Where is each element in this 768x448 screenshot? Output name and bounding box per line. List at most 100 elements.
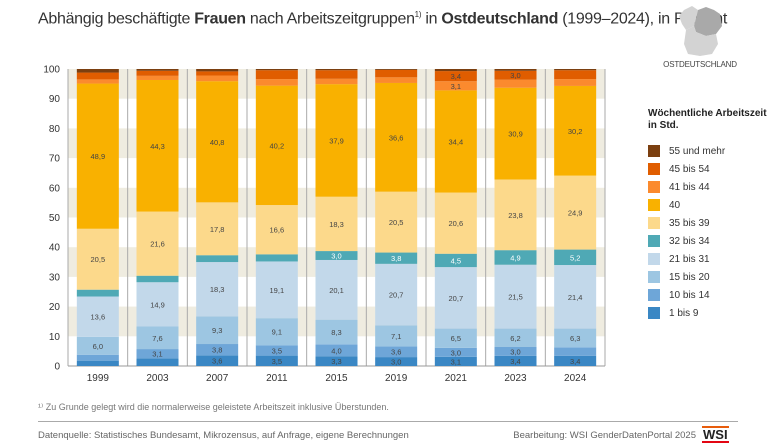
data-label: 3,0	[331, 252, 341, 261]
data-label: 14,9	[150, 300, 165, 309]
bar-segment	[554, 70, 597, 80]
bar-segment	[315, 259, 358, 320]
legend-swatch	[648, 199, 660, 211]
data-label: 3,5	[272, 346, 282, 355]
bar-segment	[434, 328, 477, 348]
data-label: 3,8	[391, 254, 401, 263]
bar-segment	[196, 69, 239, 72]
bar-segment	[554, 79, 597, 86]
data-label: 9,1	[272, 328, 282, 337]
data-label: 20,6	[449, 219, 464, 228]
y-tick-label: 30	[49, 272, 61, 283]
data-label: 3,0	[451, 348, 461, 357]
x-tick-label: 2021	[445, 373, 468, 384]
legend-item: 32 bis 34	[648, 232, 768, 250]
data-label: 18,3	[210, 285, 225, 294]
bar-segment	[196, 255, 239, 263]
x-tick-label: 2011	[266, 373, 288, 384]
y-tick-label: 90	[49, 94, 61, 105]
bar-segment	[315, 70, 358, 79]
bar-segment	[76, 360, 119, 366]
bar-segment	[554, 328, 597, 348]
bar-segment	[196, 81, 239, 203]
legend-swatch	[648, 289, 660, 301]
bar-segment	[554, 347, 597, 356]
x-tick-label: 2007	[206, 373, 229, 384]
data-label: 48,9	[91, 152, 106, 161]
data-label: 3,0	[510, 347, 520, 356]
data-label: 3,1	[451, 357, 461, 366]
y-tick-label: 40	[49, 243, 61, 254]
bar-segment	[375, 252, 418, 264]
bar-segment	[434, 69, 477, 72]
bar-segment	[196, 316, 239, 345]
legend-label: 1 bis 9	[669, 307, 699, 319]
legend-swatch	[648, 181, 660, 193]
bar-segment	[554, 85, 597, 176]
data-label: 40,8	[210, 138, 225, 147]
bar-segment	[196, 75, 239, 82]
data-label: 3,4	[570, 357, 580, 366]
legend-label: 32 bis 34	[669, 235, 710, 247]
stacked-bar-chart: 0 10 20 30 40 50 60 70 80 90 100 6,0 13,6 20,5 48,9 199…	[43, 65, 606, 384]
legend-swatch	[648, 217, 660, 229]
data-label: 3,3	[331, 357, 341, 366]
bar-segment	[494, 179, 537, 251]
data-label: 6,5	[451, 334, 461, 343]
bar-segment	[315, 78, 358, 85]
bar-segment	[375, 357, 418, 366]
legend-item: 40	[648, 196, 768, 214]
data-label: 17,8	[210, 225, 225, 234]
y-tick-label: 80	[49, 124, 61, 135]
y-tick-label: 0	[54, 362, 60, 373]
legend-label: 10 bis 14	[669, 289, 710, 301]
y-tick-label: 50	[49, 213, 61, 224]
bar-segment	[375, 325, 418, 347]
legend-item: 45 bis 54	[648, 160, 768, 178]
data-label: 9,3	[212, 326, 222, 335]
map-label: OSTDEUTSCHLAND	[663, 60, 737, 69]
data-label: 3,8	[212, 346, 222, 355]
x-tick-label: 2023	[504, 373, 527, 384]
data-label: 20,1	[329, 286, 344, 295]
data-label: 5,2	[570, 253, 580, 262]
data-label: 19,1	[270, 286, 285, 295]
data-label: 21,5	[508, 293, 523, 302]
y-tick-label: 100	[43, 65, 60, 76]
legend-label: 35 bis 39	[669, 217, 710, 229]
data-label: 3,4	[510, 357, 520, 366]
legend: Wöchentliche Arbeitszeit in Std. 55 und …	[648, 108, 768, 322]
germany-map-icon	[679, 6, 722, 56]
legend-swatch	[648, 163, 660, 175]
bar-segment	[255, 261, 298, 319]
bar-segment	[315, 84, 358, 197]
legend-label: 40	[669, 199, 681, 211]
legend-item: 41 bis 44	[648, 178, 768, 196]
bar-segment	[136, 75, 179, 80]
data-label: 34,4	[449, 137, 464, 146]
bar-segment	[375, 346, 418, 358]
legend-item: 35 bis 39	[648, 214, 768, 232]
wsi-logo: WSI	[702, 426, 729, 443]
bar-segment	[315, 251, 358, 260]
data-label: 6,0	[93, 342, 103, 351]
bar-segment	[136, 349, 179, 359]
data-label: 3,0	[391, 358, 401, 367]
bar-segment	[375, 82, 418, 192]
divider	[38, 421, 738, 422]
y-tick-label: 10	[49, 332, 61, 343]
legend-label: 21 bis 31	[669, 253, 710, 265]
data-label: 20,5	[91, 255, 106, 264]
legend-item: 55 und mehr	[648, 142, 768, 160]
bar-segment	[375, 69, 418, 78]
data-label: 8,3	[331, 328, 341, 337]
legend-item: 15 bis 20	[648, 268, 768, 286]
legend-swatch	[648, 271, 660, 283]
legend-item: 1 bis 9	[648, 304, 768, 322]
data-label: 3,1	[451, 82, 461, 91]
data-label: 40,2	[270, 141, 285, 150]
bar-segment	[494, 87, 537, 180]
legend-label: 15 bis 20	[669, 271, 710, 283]
data-label: 18,3	[329, 220, 344, 229]
data-label: 44,3	[150, 142, 165, 151]
